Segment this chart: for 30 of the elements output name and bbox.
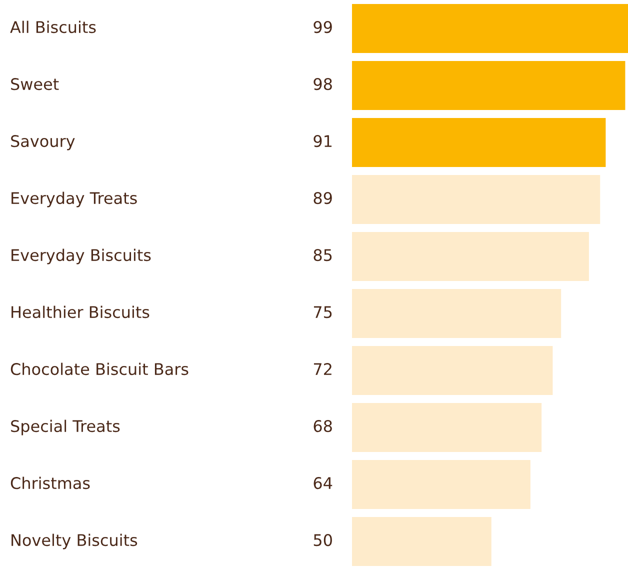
bar (352, 460, 530, 510)
data-label: 75 (314, 306, 332, 318)
bar (352, 174, 600, 224)
y-tick-label: Sweet (11, 78, 59, 90)
data-label: 91 (314, 135, 332, 148)
y-tick-label: Chocolate Biscuit Bars (10, 362, 188, 376)
y-tick-label: Christmas (10, 476, 90, 490)
bar (352, 118, 606, 168)
y-tick-label: Special Treats (11, 420, 120, 436)
y-tick-label: Everyday Biscuits (12, 248, 151, 264)
y-tick-label: All Biscuits (10, 20, 96, 34)
data-label: 89 (314, 192, 332, 204)
data-label: 85 (314, 249, 332, 262)
data-label: 72 (314, 363, 332, 375)
data-label: 50 (314, 534, 332, 546)
data-label: 99 (314, 21, 332, 34)
bar (352, 232, 589, 282)
y-tick-label: Savoury (11, 135, 75, 150)
bar (352, 346, 553, 396)
y-tick-label: Novelty Biscuits (12, 534, 138, 550)
y-tick-label: Everyday Treats (12, 192, 137, 208)
bar (352, 60, 626, 110)
bar (352, 4, 628, 54)
bar (352, 288, 562, 338)
bar (352, 402, 542, 452)
data-label: 68 (314, 420, 332, 432)
data-label: 64 (314, 477, 332, 490)
data-label: 98 (314, 78, 332, 90)
y-tick-label: Healthier Biscuits (12, 306, 150, 318)
bar (352, 516, 492, 566)
